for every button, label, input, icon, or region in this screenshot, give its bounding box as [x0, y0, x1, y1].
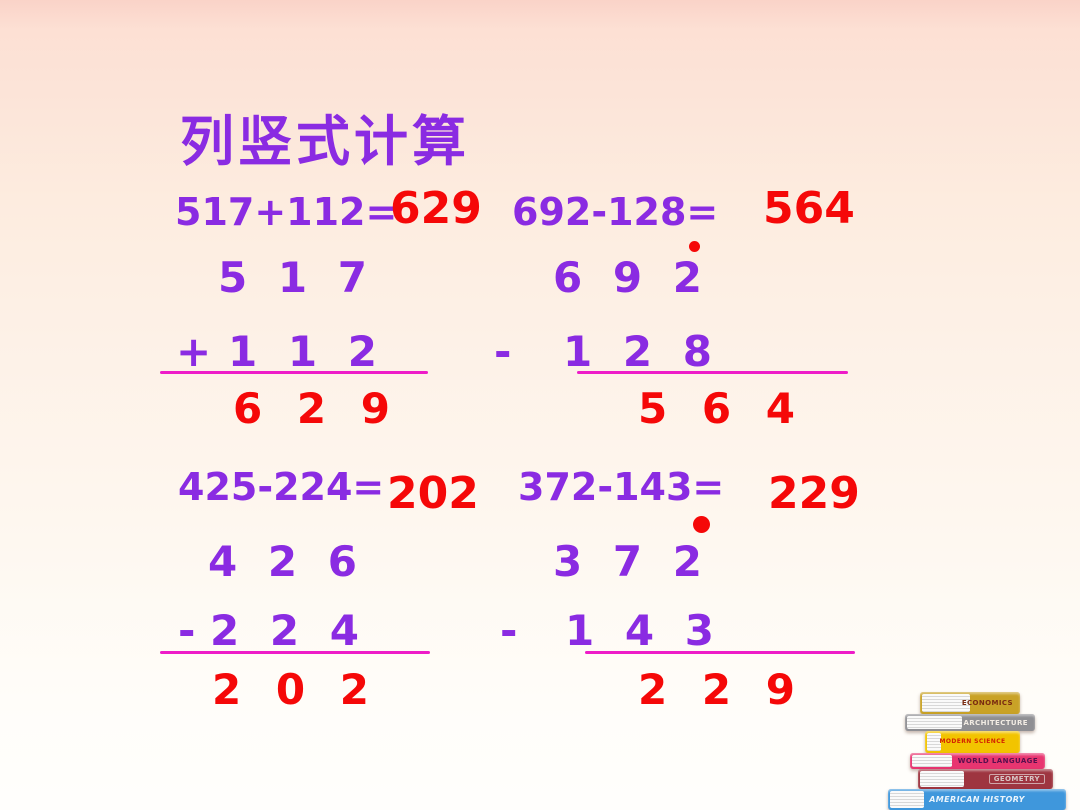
book-title-label: AMERICAN HISTORY: [929, 795, 1025, 804]
red-dot-small: [689, 241, 700, 252]
book-title-label: GEOMETRY: [988, 774, 1045, 784]
column-second-number: 1 4 3: [565, 606, 714, 655]
column-second-number: 1 1 2: [228, 327, 377, 376]
column-rule-line: [160, 651, 430, 654]
problem-subtraction-425-224: 425-224= 202 4 2 6 - 2 2 4 2 0 2: [160, 460, 479, 715]
book-economics: ECONOMICS: [920, 692, 1020, 714]
book-title-label: ECONOMICS: [961, 699, 1013, 707]
book-pages-edge: [922, 694, 970, 712]
column-rule-line: [585, 651, 855, 654]
problem-subtraction-372-143: 372-143= 229 3 7 2 - 1 4 3 2 2 9: [490, 460, 865, 715]
problem-answer: 564: [763, 183, 855, 234]
problem-equation: 372-143=: [518, 465, 725, 509]
problem-equation: 517+112=: [175, 190, 398, 234]
column-second-number: 2 2 4: [210, 606, 359, 655]
book-pages-edge: [912, 755, 952, 767]
book-modern-science: MODERN SCIENCE: [925, 731, 1020, 753]
book-pages-edge: [907, 716, 962, 729]
book-pages-edge: [927, 733, 941, 751]
column-top-number: 5 1 7: [218, 253, 367, 302]
problem-equation: 692-128=: [512, 190, 719, 234]
book-american-history: AMERICAN HISTORY: [888, 789, 1066, 810]
minus-operator: -: [178, 606, 196, 655]
problem-addition-517-112: 517+112= 629 5 1 7 + 1 1 2 6 2 9: [160, 185, 482, 435]
book-pages-edge: [920, 771, 964, 787]
column-result: 6 2 9: [233, 384, 390, 433]
book-title-label: MODERN SCIENCE: [939, 737, 1006, 745]
problem-equation: 425-224=: [178, 465, 385, 509]
plus-operator: +: [176, 327, 212, 376]
column-rule-line: [577, 371, 848, 374]
slide-title: 列竖式计算: [180, 109, 470, 173]
book-world-language: WORLD LANGUAGE: [910, 753, 1045, 769]
problem-answer: 202: [387, 468, 479, 519]
minus-operator: -: [494, 327, 512, 376]
minus-operator: -: [500, 606, 518, 655]
book-stack-image: ECONOMICS ARCHITECTURE MODERN SCIENCE WO…: [885, 688, 1070, 810]
red-dot-large: [693, 516, 710, 533]
book-architecture: ARCHITECTURE: [905, 714, 1035, 731]
book-title-label: ARCHITECTURE: [963, 718, 1028, 727]
column-second-number: 1 2 8: [563, 327, 712, 376]
book-title-label: WORLD LANGUAGE: [957, 757, 1038, 765]
column-rule-line: [160, 371, 428, 374]
problem-answer: 229: [768, 468, 860, 519]
column-result: 2 0 2: [212, 665, 369, 714]
column-result: 5 6 4: [638, 384, 795, 433]
book-pages-edge: [890, 791, 924, 808]
column-top-number: 3 7 2: [553, 537, 702, 586]
column-top-number: 4 2 6: [208, 537, 357, 586]
problem-subtraction-692-128: 692-128= 564 6 9 2 - 1 2 8 5 6 4: [490, 185, 860, 435]
column-result: 2 2 9: [638, 665, 795, 714]
problem-answer: 629: [390, 183, 482, 234]
book-geometry: GEOMETRY: [918, 769, 1053, 789]
column-top-number: 6 9 2: [553, 253, 702, 302]
